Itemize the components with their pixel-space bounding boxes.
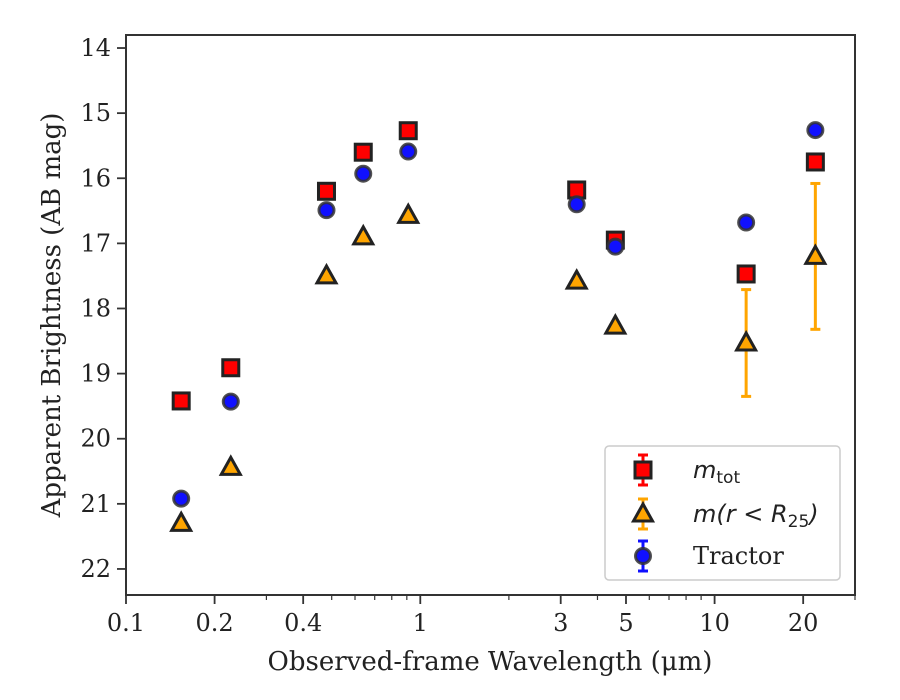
y-tick-label: 14 [80, 34, 111, 62]
point-square [736, 264, 756, 284]
point-square [805, 152, 825, 172]
legend-marker-circle [634, 547, 652, 565]
point-square [221, 358, 241, 378]
point-square [171, 391, 191, 411]
x-tick-label: 20 [788, 609, 819, 637]
x-tick-label: 3 [553, 609, 568, 637]
legend-marker-triangle [630, 500, 656, 523]
data-marks [169, 121, 828, 532]
point-circle [567, 195, 586, 214]
point-circle [806, 121, 825, 140]
y-tick-label: 15 [80, 99, 111, 127]
point-triangle [734, 329, 759, 352]
x-tick-label: 5 [618, 609, 633, 637]
point-triangle [396, 202, 421, 224]
point-circle [606, 237, 625, 256]
legend-frame [604, 445, 841, 581]
legend-marker-square [633, 460, 653, 480]
point-circle [317, 201, 336, 220]
x-tick-label: 0.1 [107, 609, 145, 637]
x-axis: 0.1 0.2 0.4 1 3 5 10 20 [107, 595, 856, 637]
point-circle [737, 213, 756, 232]
legend-label: Tractor [693, 542, 784, 570]
plot-frame [125, 34, 856, 596]
y-tick-label: 19 [80, 360, 111, 388]
plot-area [125, 34, 856, 596]
point-square [398, 121, 418, 141]
point-triangle [314, 262, 339, 285]
point-circle [172, 489, 191, 508]
y-tick-label: 20 [80, 425, 111, 453]
y-axis: 14 15 16 17 18 19 20 21 22 [80, 34, 126, 583]
point-circle [354, 164, 373, 183]
legend-label: m(r < R25) [693, 500, 819, 532]
y-tick-label: 17 [80, 229, 111, 257]
point-circle [399, 142, 418, 161]
point-triangle [603, 312, 628, 335]
point-triangle [169, 510, 194, 532]
x-tick-label: 1 [413, 609, 428, 637]
point-circle [221, 392, 240, 411]
x-axis-label: Observed-frame Wavelength (μm) [268, 647, 713, 677]
point-triangle [803, 243, 828, 265]
y-axis-label: Apparent Brightness (AB mag) [37, 113, 67, 519]
x-tick-label: 0.2 [196, 609, 234, 637]
point-triangle [351, 223, 376, 246]
point-triangle [564, 268, 589, 290]
y-tick-label: 22 [80, 555, 111, 583]
point-square [353, 142, 373, 162]
point-square [316, 181, 336, 201]
x-tick-label: 0.4 [284, 609, 322, 637]
point-triangle [218, 454, 243, 476]
x-tick-label: 10 [699, 609, 730, 637]
y-tick-label: 18 [80, 294, 111, 322]
y-tick-label: 21 [80, 490, 111, 518]
y-tick-label: 16 [80, 164, 111, 192]
